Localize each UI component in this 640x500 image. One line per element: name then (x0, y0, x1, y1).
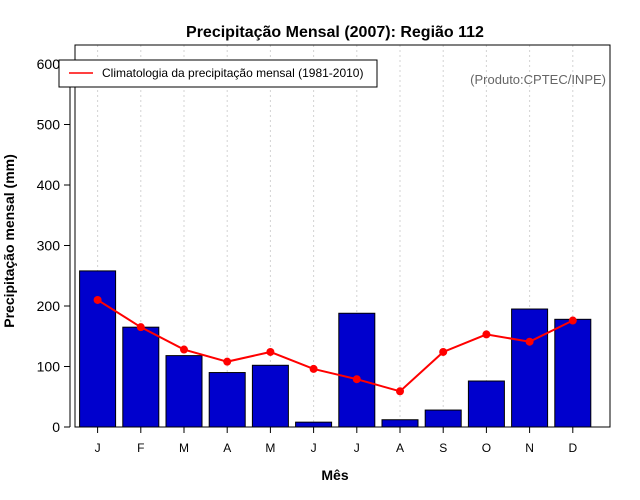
y-tick-label: 100 (37, 359, 61, 375)
climatology-point-12 (568, 316, 577, 325)
y-tick-label: 200 (37, 298, 61, 314)
bar-8 (381, 419, 419, 428)
x-tick-label: J (95, 441, 101, 455)
climatology-point-7 (352, 375, 361, 384)
x-tick-label: J (311, 441, 317, 455)
y-tick-label: 600 (37, 56, 61, 72)
climatology-point-5 (266, 347, 275, 356)
climatology-point-8 (396, 387, 404, 396)
x-tick-label: M (265, 441, 275, 455)
bar-2 (122, 326, 160, 428)
legend-box (58, 59, 378, 88)
x-tick-label: A (396, 441, 404, 455)
bars (79, 270, 592, 428)
x-tick-label: D (568, 441, 577, 455)
climatology-point-11 (525, 337, 534, 346)
y-tick-label: 400 (37, 177, 61, 193)
x-tick-label: N (525, 441, 534, 455)
bar-9 (424, 409, 462, 428)
y-axis-title: Precipitação mensal (mm) (1, 154, 17, 328)
climatology-line (97, 299, 574, 393)
x-tick-label: S (439, 441, 447, 455)
y-axis: 0 100 200 300 400 500 600 (37, 56, 71, 435)
climatology-point-4 (223, 357, 232, 366)
bar-5 (251, 364, 289, 428)
grid-lines (97, 45, 574, 427)
bar-1 (79, 270, 117, 428)
x-axis-title: Mês (321, 467, 348, 483)
climatology-point-3 (180, 345, 188, 354)
climatology-point-9 (439, 347, 448, 356)
credit-text: (Produto:CPTEC/INPE) (470, 72, 606, 87)
y-tick-label: 0 (52, 419, 60, 435)
bar-7 (338, 312, 376, 428)
legend-label: Climatologia da precipitação mensal (198… (102, 66, 363, 80)
legend: Climatologia da precipitação mensal (198… (58, 59, 378, 88)
bar-10 (467, 380, 505, 428)
x-tick-label: M (179, 441, 189, 455)
y-tick-label: 500 (37, 117, 61, 133)
bar-3 (165, 355, 203, 428)
climatology-line-group (93, 295, 577, 396)
plot-frame (74, 44, 611, 428)
climatology-point-10 (482, 330, 491, 339)
bar-12 (554, 318, 592, 428)
x-tick-label: O (482, 441, 491, 455)
x-tick-label: A (223, 441, 231, 455)
x-tick-label: J (354, 441, 360, 455)
bar-11 (511, 308, 549, 428)
bar-4 (208, 372, 246, 428)
climatology-point-6 (309, 364, 318, 373)
bar-6 (295, 421, 333, 428)
y-tick-label: 300 (37, 238, 61, 254)
chart-title: Precipitação Mensal (2007): Região 112 (186, 24, 484, 41)
climatology-point-1 (93, 295, 102, 304)
x-tick-label: F (137, 441, 144, 455)
climatology-point-2 (136, 323, 145, 332)
